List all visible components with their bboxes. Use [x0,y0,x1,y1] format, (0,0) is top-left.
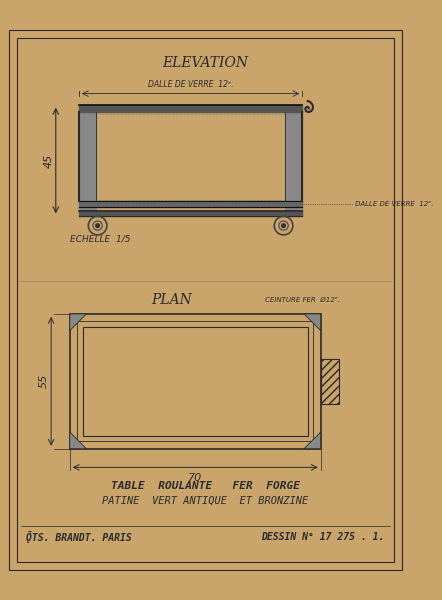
Text: DALLE DE VERRE  12ᵉ.: DALLE DE VERRE 12ᵉ. [355,201,434,207]
Text: 70: 70 [188,473,202,483]
Text: TABLE  ROULANTE   FER  FORGE: TABLE ROULANTE FER FORGE [111,481,300,491]
Circle shape [96,224,99,227]
Polygon shape [70,314,87,331]
Text: ECHELLE  1/5: ECHELLE 1/5 [70,234,130,243]
Polygon shape [70,432,87,449]
Text: ǬTS. BRANDT. PARIS: ǬTS. BRANDT. PARIS [26,531,132,543]
Text: 45: 45 [43,154,53,167]
Text: DALLE DE VERRE  12ᵉ.: DALLE DE VERRE 12ᵉ. [148,80,233,89]
Circle shape [282,224,286,227]
Text: ELEVATION: ELEVATION [163,56,248,70]
Bar [77,322,313,442]
Text: PLAN: PLAN [152,293,192,307]
Text: PATINE  VERT ANTIQUE  ET BRONZINE: PATINE VERT ANTIQUE ET BRONZINE [103,496,309,506]
Text: CEINTURE FER  Ø12ᵉ.: CEINTURE FER Ø12ᵉ. [265,297,340,303]
Polygon shape [304,314,321,331]
Text: 55: 55 [39,374,49,388]
Text: DESSIN N° 17 275 . 1.: DESSIN N° 17 275 . 1. [262,532,385,542]
Bar [70,314,321,449]
Polygon shape [304,432,321,449]
Bar [321,359,339,404]
Bar [83,327,308,436]
